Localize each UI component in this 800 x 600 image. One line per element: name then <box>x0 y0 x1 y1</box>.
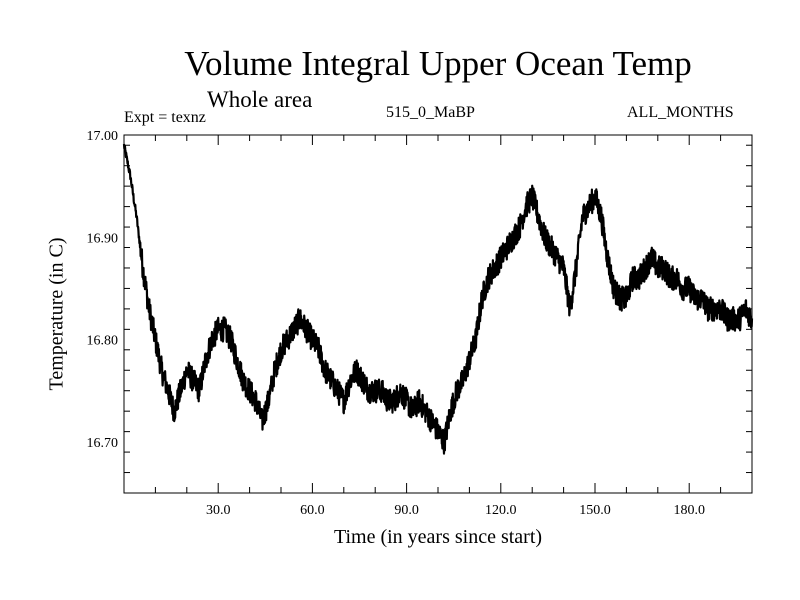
x-tick-label: 150.0 <box>579 503 611 518</box>
x-tick-label: 120.0 <box>485 503 517 518</box>
chart-subtitle: Whole area <box>207 87 313 112</box>
x-tick-label: 30.0 <box>206 503 231 518</box>
x-tick-label: 180.0 <box>673 503 705 518</box>
y-tick-label: 16.80 <box>87 334 119 349</box>
experiment-label: Expt = texnz <box>124 109 206 126</box>
axis-tick-labels: 30.0 60.0 90.0 120.0 150.0 180.0 16.70 16.80 16.… <box>87 129 705 518</box>
run-label: 515_0_MaBP <box>386 104 475 121</box>
axis-ticks <box>124 135 752 493</box>
y-tick-label: 16.70 <box>87 436 119 451</box>
x-tick-label: 90.0 <box>394 503 419 518</box>
x-tick-label: 60.0 <box>300 503 325 518</box>
months-label: ALL_MONTHS <box>627 104 734 121</box>
temperature-series-line <box>122 143 754 455</box>
chart-title: Volume Integral Upper Ocean Temp <box>184 44 692 83</box>
y-tick-label: 16.90 <box>87 231 119 246</box>
plot-frame <box>123 134 753 494</box>
x-axis-label: Time (in years since start) <box>333 526 543 548</box>
y-tick-label: 17.00 <box>87 129 119 144</box>
